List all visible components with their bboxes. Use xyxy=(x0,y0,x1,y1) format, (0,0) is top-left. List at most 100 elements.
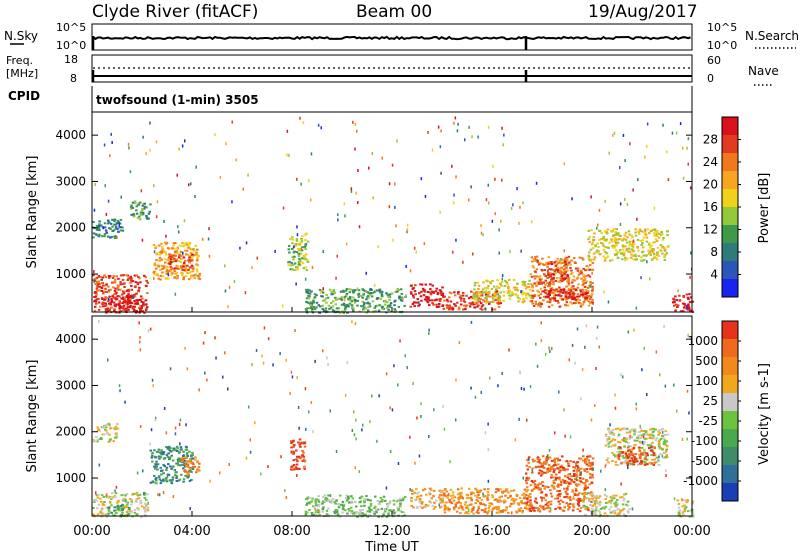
velocity-echo-cell xyxy=(624,453,628,456)
power-echo-cell xyxy=(385,301,389,304)
power-echo-cell xyxy=(655,239,659,242)
power-echo-cell xyxy=(540,282,543,285)
power-echo-cell xyxy=(571,297,574,300)
velocity-echo-cell xyxy=(139,501,143,504)
power-echo-cell xyxy=(207,237,210,241)
power-echo-cell xyxy=(598,238,601,241)
power-echo-cell xyxy=(456,301,459,304)
velocity-ytick-label: 3000 xyxy=(55,378,86,392)
power-echo-cell xyxy=(288,260,292,263)
velocity-echo-cell xyxy=(289,468,293,471)
velocity-echo-cell xyxy=(652,430,655,433)
power-echo-cell xyxy=(344,304,347,307)
power-echo-cell xyxy=(499,291,502,294)
power-echo-cell xyxy=(160,242,163,245)
velocity-echo-cell xyxy=(634,457,638,460)
power-echo-cell xyxy=(478,300,481,303)
power-echo-cell xyxy=(196,270,199,273)
power-echo-cell xyxy=(624,235,627,238)
power-echo-cell xyxy=(139,304,142,307)
velocity-echo-cell xyxy=(358,509,362,512)
velocity-echo-cell xyxy=(107,506,110,509)
velocity-echo-cell xyxy=(574,483,578,486)
power-echo-cell xyxy=(304,266,308,269)
power-echo-cell xyxy=(586,268,590,271)
velocity-echo-cell xyxy=(626,446,630,449)
velocity-echo-cell xyxy=(155,463,159,466)
velocity-echo-cell xyxy=(568,481,571,484)
velocity-echo-cell xyxy=(642,433,646,436)
velocity-echo-cell xyxy=(446,506,449,509)
power-echo-cell xyxy=(425,300,429,303)
velocity-echo-cell xyxy=(92,514,95,516)
velocity-echo-cell xyxy=(553,482,556,485)
power-echo-cell xyxy=(534,303,538,305)
power-echo-cell xyxy=(581,294,585,297)
velocity-echo-cell xyxy=(554,497,557,500)
velocity-echo-cell xyxy=(346,361,349,365)
power-echo-cell xyxy=(137,289,141,292)
power-echo-cell xyxy=(179,255,182,257)
power-echo-cell xyxy=(653,253,656,256)
power-echo-cell xyxy=(440,171,442,175)
power-echo-cell xyxy=(107,289,111,292)
velocity-echo-cell xyxy=(166,447,170,450)
power-echo-cell xyxy=(429,291,432,294)
power-echo-cell xyxy=(570,269,573,272)
power-echo-cell xyxy=(622,133,625,137)
velocity-echo-cell xyxy=(314,514,318,516)
power-echo-cell xyxy=(462,304,466,307)
velocity-echo-cell xyxy=(644,431,648,434)
velocity-echo-cell xyxy=(132,493,135,495)
power-echo-cell xyxy=(186,264,189,267)
power-echo-cell xyxy=(453,193,455,197)
velocity-echo-cell xyxy=(556,490,559,493)
power-echo-cell xyxy=(641,242,644,244)
velocity-echo-cell xyxy=(317,503,320,506)
velocity-echo-cell xyxy=(554,507,557,510)
power-echo-cell xyxy=(394,205,396,209)
power-echo-cell xyxy=(420,290,423,293)
velocity-echo-cell xyxy=(444,495,448,498)
velocity-colorbar-tick-label: -500 xyxy=(691,454,718,468)
power-echo-cell xyxy=(307,301,310,304)
velocity-echo-cell xyxy=(373,507,376,509)
velocity-echo-cell xyxy=(557,500,560,503)
velocity-echo-cell xyxy=(219,471,221,475)
power-echo-cell xyxy=(682,309,685,312)
velocity-echo-cell xyxy=(428,332,430,335)
velocity-echo-cell xyxy=(482,492,484,496)
power-echo-cell xyxy=(291,256,295,258)
velocity-echo-cell xyxy=(465,506,468,509)
velocity-echo-cell xyxy=(399,497,402,500)
velocity-echo-cell xyxy=(692,513,695,516)
velocity-echo-cell xyxy=(188,458,192,461)
velocity-echo-cell xyxy=(169,447,172,450)
velocity-echo-cell xyxy=(510,502,513,505)
velocity-colorbar-swatch xyxy=(722,357,738,376)
velocity-echo-cell xyxy=(591,505,595,507)
velocity-echo-cell xyxy=(524,479,528,482)
power-echo-cell xyxy=(95,224,99,227)
power-echo-cell xyxy=(388,305,392,308)
power-echo-cell xyxy=(143,311,146,314)
power-echo-cell xyxy=(521,293,524,296)
velocity-echo-cell xyxy=(567,473,570,476)
power-echo-cell xyxy=(184,253,188,256)
power-echo-cell xyxy=(187,269,190,271)
power-echo-cell xyxy=(481,288,485,291)
velocity-echo-cell xyxy=(495,506,498,509)
power-echo-cell xyxy=(561,298,564,301)
power-echo-cell xyxy=(189,270,193,273)
velocity-echo-cell xyxy=(345,499,349,502)
power-echo-cell xyxy=(164,251,167,254)
power-echo-cell xyxy=(603,259,607,262)
power-echo-cell xyxy=(550,279,553,281)
velocity-echo-cell xyxy=(339,503,343,506)
velocity-echo-cell xyxy=(564,468,567,471)
power-echo-cell xyxy=(591,285,594,288)
velocity-echo-cell xyxy=(96,496,99,499)
power-echo-cell xyxy=(129,304,132,307)
velocity-echo-cell xyxy=(508,348,510,352)
velocity-echo-cell xyxy=(645,452,649,455)
